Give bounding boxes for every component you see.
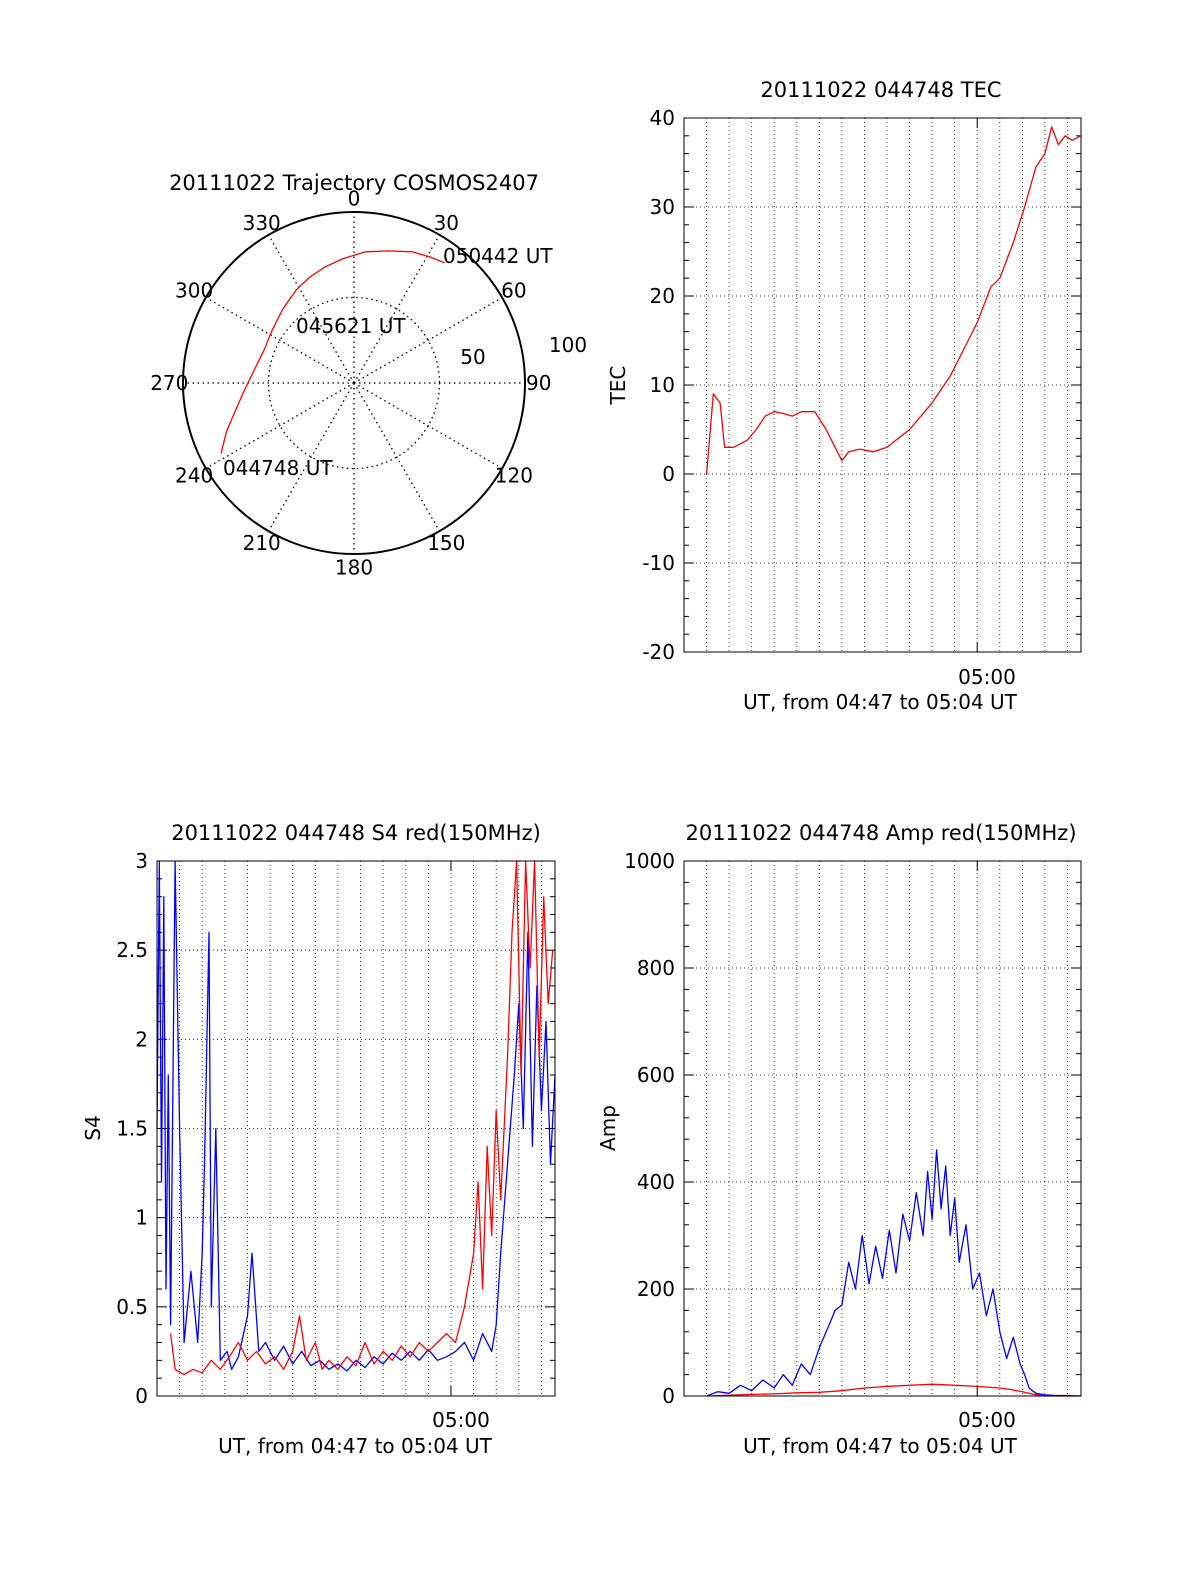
trajectory-line	[220, 250, 445, 454]
s4-chart: 20111022 044748 S4 red(150MHz) 0 0.5 1 1.5 2…	[81, 821, 556, 1458]
series-line-0	[706, 1149, 1082, 1397]
amp-series	[706, 1149, 1082, 1397]
polar-spoke	[267, 382, 355, 532]
polar-spoke	[353, 382, 441, 532]
y-tick-label: 0	[662, 462, 675, 486]
series-line-1	[706, 1383, 1081, 1397]
y-tick-label: 200	[637, 1277, 675, 1301]
radial-label-50: 50	[460, 345, 485, 369]
azimuth-label: 60	[501, 279, 526, 303]
s4-series	[156, 860, 556, 1376]
azimuth-label: 180	[335, 556, 373, 580]
amp-x-label: UT, from 04:47 to 05:04 UT	[743, 1434, 1018, 1458]
azimuth-label: 120	[495, 463, 533, 487]
y-tick-label: 0	[135, 1384, 148, 1408]
azimuth-label: 90	[526, 371, 551, 395]
polar-labels: 0 30 60 90 120 150 180 210 240 270 300 330 50 100	[150, 186, 587, 579]
y-tick-label: 2.5	[116, 938, 148, 962]
polar-spoke	[205, 382, 355, 470]
tec-chart: 20111022 044748 TEC -20 -10 0 10 20 30 40 05:0…	[606, 78, 1082, 714]
y-tick-label: 20	[650, 284, 675, 308]
s4-y-label: S4	[81, 1115, 105, 1140]
y-tick-label: 0.5	[116, 1295, 148, 1319]
tec-y-label: TEC	[606, 366, 630, 406]
azimuth-label: 270	[150, 371, 188, 395]
tec-title: 20111022 044748 TEC	[760, 78, 1001, 102]
polar-spoke	[353, 296, 503, 384]
y-tick-label: 0	[662, 1384, 675, 1408]
azimuth-label: 300	[175, 279, 213, 303]
polar-grid	[183, 212, 525, 554]
series-line-0	[156, 860, 556, 1372]
y-tick-label: 1	[135, 1206, 148, 1230]
y-tick-label: -20	[642, 640, 675, 664]
polar-spoke	[267, 234, 355, 384]
y-tick-label: 10	[650, 373, 675, 397]
polar-trajectory-chart: 20111022 Trajectory COSMOS2407 0 30 60 90 12…	[150, 171, 587, 580]
s4-x-tick-label: 05:00	[432, 1408, 490, 1432]
series-line-0	[705, 126, 1082, 475]
y-tick-label: 1.5	[116, 1117, 148, 1141]
tec-series	[705, 126, 1082, 475]
azimuth-label: 0	[348, 186, 361, 210]
polar-ring-50	[267, 296, 441, 470]
amp-grid	[684, 861, 1081, 1396]
y-tick-label: 40	[650, 106, 675, 130]
polar-spoke	[353, 382, 503, 470]
s4-title: 20111022 044748 S4 red(150MHz)	[171, 821, 541, 845]
tec-ticks	[684, 117, 1081, 653]
polar-title: 20111022 Trajectory COSMOS2407	[169, 171, 539, 195]
y-tick-label: 600	[637, 1063, 675, 1087]
annotation-mid: 045621 UT	[296, 314, 406, 338]
radial-label-100: 100	[549, 333, 587, 357]
polar-spoke	[353, 234, 441, 384]
s4-frame	[156, 860, 556, 1397]
y-tick-label: 400	[637, 1170, 675, 1194]
annotation-end: 050442 UT	[443, 244, 553, 268]
amp-ticks	[684, 860, 1081, 1397]
series-line-1	[169, 860, 554, 1376]
azimuth-label: 330	[243, 211, 281, 235]
tec-x-label: UT, from 04:47 to 05:04 UT	[743, 690, 1018, 714]
tec-grid	[684, 118, 1081, 652]
tec-x-tick-label: 05:00	[958, 665, 1016, 689]
amp-frame	[683, 860, 1082, 1397]
s4-y-tick-labels: 0 0.5 1 1.5 2 2.5 3	[116, 849, 148, 1408]
y-tick-label: 30	[650, 195, 675, 219]
y-tick-label: -10	[642, 551, 675, 575]
amp-chart: 20111022 044748 Amp red(150MHz) 0 200 400 6…	[596, 821, 1082, 1458]
azimuth-label: 30	[434, 211, 459, 235]
s4-x-label: UT, from 04:47 to 05:04 UT	[218, 1434, 493, 1458]
amp-x-tick-label: 05:00	[958, 1408, 1016, 1432]
y-tick-label: 3	[135, 849, 148, 873]
y-tick-label: 1000	[624, 849, 675, 873]
annotation-start: 044748 UT	[223, 456, 333, 480]
amp-y-tick-labels: 0 200 400 600 800 1000	[624, 849, 675, 1408]
tec-frame	[683, 117, 1082, 653]
s4-ticks	[157, 860, 555, 1397]
amp-title: 20111022 044748 Amp red(150MHz)	[685, 821, 1076, 845]
azimuth-label: 150	[427, 531, 465, 555]
azimuth-label: 210	[243, 531, 281, 555]
tec-y-tick-labels: -20 -10 0 10 20 30 40	[642, 106, 675, 664]
amp-y-label: Amp	[596, 1105, 620, 1151]
azimuth-label: 240	[175, 463, 213, 487]
y-tick-label: 800	[637, 956, 675, 980]
polar-spoke	[205, 296, 355, 384]
y-tick-label: 2	[135, 1027, 148, 1051]
polar-outer-circle	[182, 211, 526, 555]
